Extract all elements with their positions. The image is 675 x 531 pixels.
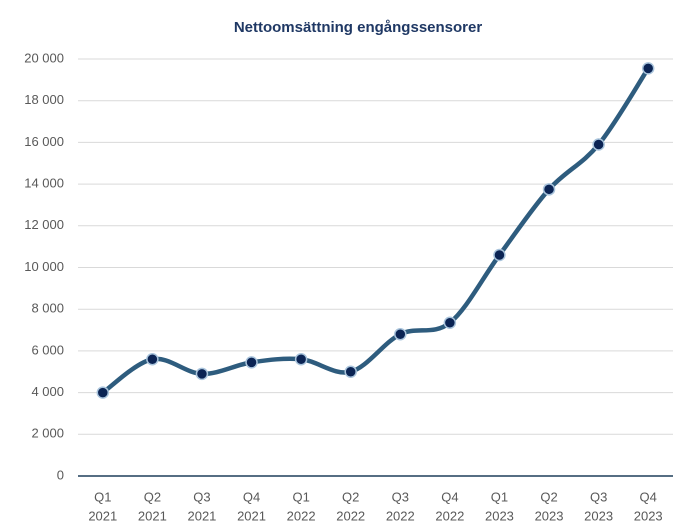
y-tick-label: 10 000: [24, 259, 64, 274]
marker: [641, 62, 655, 75]
x-tick-label: 2022: [386, 508, 415, 523]
x-tick-label: 2022: [336, 508, 365, 523]
marker: [146, 352, 159, 366]
marker: [294, 352, 308, 366]
x-tick-label: 2023: [535, 508, 564, 523]
x-tick-label: Q3: [590, 489, 607, 504]
x-tick-label: 2023: [634, 508, 663, 523]
marker: [592, 138, 605, 151]
x-tick-label: 2021: [88, 508, 117, 523]
y-tick-label: 8 000: [31, 301, 64, 316]
marker: [542, 183, 556, 196]
x-tick-label: Q3: [193, 489, 210, 504]
x-tick-label: Q1: [491, 489, 508, 504]
marker: [344, 365, 357, 378]
x-tick-label: 2023: [584, 508, 613, 523]
x-tick-label: Q1: [292, 489, 309, 504]
x-tick-label: 2021: [237, 508, 266, 523]
y-tick-label: 18 000: [24, 92, 64, 107]
x-tick-label: 2022: [435, 508, 464, 523]
x-tick-label: 2022: [287, 508, 316, 523]
x-tick-label: Q1: [94, 489, 111, 504]
marker: [96, 386, 110, 399]
marker: [493, 248, 506, 262]
x-tick-label: 2023: [485, 508, 514, 523]
y-tick-label: 0: [57, 467, 64, 482]
marker: [195, 367, 209, 381]
y-tick-label: 2 000: [31, 426, 64, 441]
y-tick-label: 12 000: [24, 217, 64, 232]
y-tick-label: 16 000: [24, 134, 64, 149]
y-tick-label: 20 000: [24, 50, 64, 65]
x-tick-label: Q2: [540, 489, 557, 504]
x-tick-label: Q4: [243, 489, 260, 504]
marker: [245, 356, 258, 369]
x-tick-label: Q4: [640, 489, 657, 504]
x-tick-label: 2021: [138, 508, 167, 523]
marker: [443, 316, 457, 330]
line: [100, 66, 651, 395]
x-tick-label: Q3: [392, 489, 409, 504]
x-tick-label: 2021: [187, 508, 216, 523]
chart-title: Nettoomsättning engångssensorer: [234, 19, 483, 36]
y-tick-label: 14 000: [24, 176, 64, 191]
y-tick-label: 6 000: [31, 342, 64, 357]
x-tick-label: Q2: [144, 489, 161, 504]
x-tick-label: Q4: [441, 489, 458, 504]
y-tick-label: 4 000: [31, 384, 64, 399]
marker: [394, 327, 407, 341]
x-tick-label: Q2: [342, 489, 359, 504]
